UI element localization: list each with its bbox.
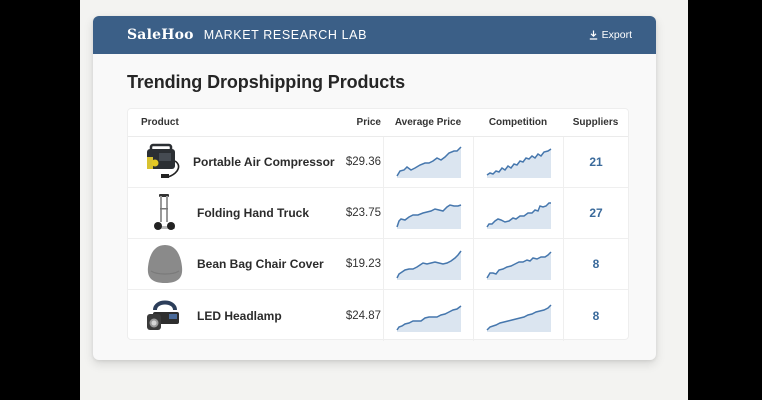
air-compressor-image: [141, 141, 185, 183]
competition-sparkline: [473, 137, 563, 187]
bean-bag-image: [141, 243, 189, 285]
research-card: SaleHoo MARKET RESEARCH LAB Export Trend…: [93, 16, 656, 360]
table-row[interactable]: Folding Hand Truck $23.75 27: [128, 188, 628, 239]
product-price: $19.23: [345, 258, 381, 270]
col-product[interactable]: Product: [141, 117, 179, 128]
competition-sparkline: [473, 239, 563, 289]
suppliers-count[interactable]: 21: [563, 137, 628, 187]
col-competition[interactable]: Competition: [488, 117, 548, 128]
product-name[interactable]: Folding Hand Truck: [197, 206, 310, 220]
page-background: SaleHoo MARKET RESEARCH LAB Export Trend…: [80, 0, 688, 400]
average-price-sparkline: [383, 239, 473, 289]
download-icon: [589, 30, 597, 40]
app-subtitle: MARKET RESEARCH LAB: [203, 28, 368, 42]
headlamp-image: [141, 295, 189, 337]
product-price: $24.87: [345, 309, 381, 322]
app-header: SaleHoo MARKET RESEARCH LAB Export: [93, 16, 656, 54]
average-price-sparkline: [383, 137, 473, 187]
col-suppliers[interactable]: Suppliers: [572, 117, 619, 128]
suppliers-count[interactable]: 27: [563, 188, 628, 238]
table-row[interactable]: Bean Bag Chair Cover $19.23 8: [128, 239, 628, 290]
product-name[interactable]: Bean Bag Chair Cover: [197, 257, 324, 271]
export-label: Export: [601, 29, 632, 41]
col-average-price[interactable]: Average Price: [394, 117, 462, 128]
average-price-sparkline: [383, 188, 473, 238]
suppliers-count[interactable]: 8: [563, 290, 628, 341]
competition-sparkline: [473, 188, 563, 238]
suppliers-count[interactable]: 8: [563, 239, 628, 289]
products-table: Product Price Average Price Competition …: [127, 108, 629, 341]
product-price: $29.36: [345, 156, 381, 168]
competition-sparkline: [473, 290, 563, 341]
col-price[interactable]: Price: [356, 117, 381, 128]
export-button[interactable]: Export: [589, 16, 632, 54]
hand-truck-image: [141, 192, 189, 234]
product-price: $23.75: [345, 207, 381, 219]
product-name[interactable]: LED Headlamp: [197, 308, 282, 323]
page-title: Trending Dropshipping Products: [127, 72, 405, 92]
table-row[interactable]: LED Headlamp $24.87 8: [128, 290, 628, 341]
table-row[interactable]: Portable Air Compressor $29.36 21: [128, 137, 628, 188]
product-name[interactable]: Portable Air Compressor: [193, 155, 335, 169]
average-price-sparkline: [383, 290, 473, 341]
brand-logo: SaleHoo: [127, 27, 194, 43]
table-header: Product Price Average Price Competition …: [128, 109, 628, 137]
